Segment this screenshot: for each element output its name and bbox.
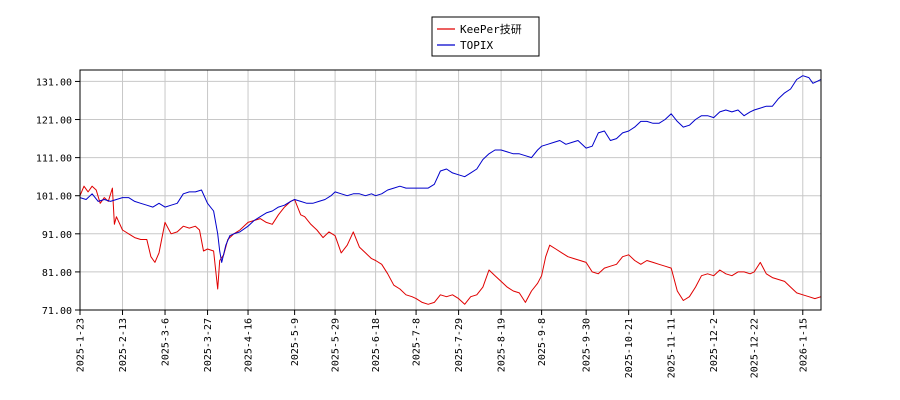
x-tick-label: 2025-4-16 [244,318,255,372]
x-tick-label: 2025-5-9 [290,318,301,366]
legend: KeePer技研 TOPIX [431,16,540,57]
x-tick-label: 2025-8-19 [497,318,508,372]
x-tick-label: 2025-7-29 [454,318,465,372]
y-tick-label: 71.00 [42,306,72,317]
y-axis: 71.00 81.00 91.00 101.00 111.00 121.00 131.00 [36,77,80,317]
x-tick-label: 2025-11-11 [667,318,678,378]
x-tick-label: 2025-9-30 [582,318,593,372]
y-tick-label: 111.00 [36,154,72,165]
x-tick-label: 2025-3-27 [203,318,214,372]
x-tick-label: 2026-1-15 [798,318,809,372]
y-tick-label: 101.00 [36,192,72,203]
x-tick-label: 2025-3-6 [161,318,172,366]
series-line-topix [79,75,822,263]
legend-box [431,16,540,57]
series-line-keeper [79,185,822,305]
x-tick-label: 2025-6-18 [371,318,382,372]
x-tick-label: 2025-1-23 [76,318,87,372]
x-tick-label: 2025-10-21 [624,318,635,378]
y-tick-label: 81.00 [42,268,72,279]
legend-label-topix: TOPIX [460,39,493,52]
grid-lines [79,70,821,311]
x-tick-label: 2025-5-29 [331,318,342,372]
x-tick-label: 2025-9-8 [537,318,548,366]
y-tick-label: 91.00 [42,230,72,241]
x-tick-label: 2025-12-22 [750,318,761,378]
series-lines [79,75,822,305]
x-tick-label: 2025-7-8 [412,318,423,366]
legend-label-keeper: KeePer技研 [460,23,522,36]
x-axis: 2025-1-23 2025-2-13 2025-3-6 2025-3-27 2025-… [76,310,809,378]
plot-area-frame [79,69,822,311]
y-tick-label: 131.00 [36,77,72,88]
x-tick-label: 2025-2-13 [118,318,129,372]
x-tick-label: 2025-12-2 [709,318,720,372]
y-tick-label: 121.00 [36,116,72,127]
